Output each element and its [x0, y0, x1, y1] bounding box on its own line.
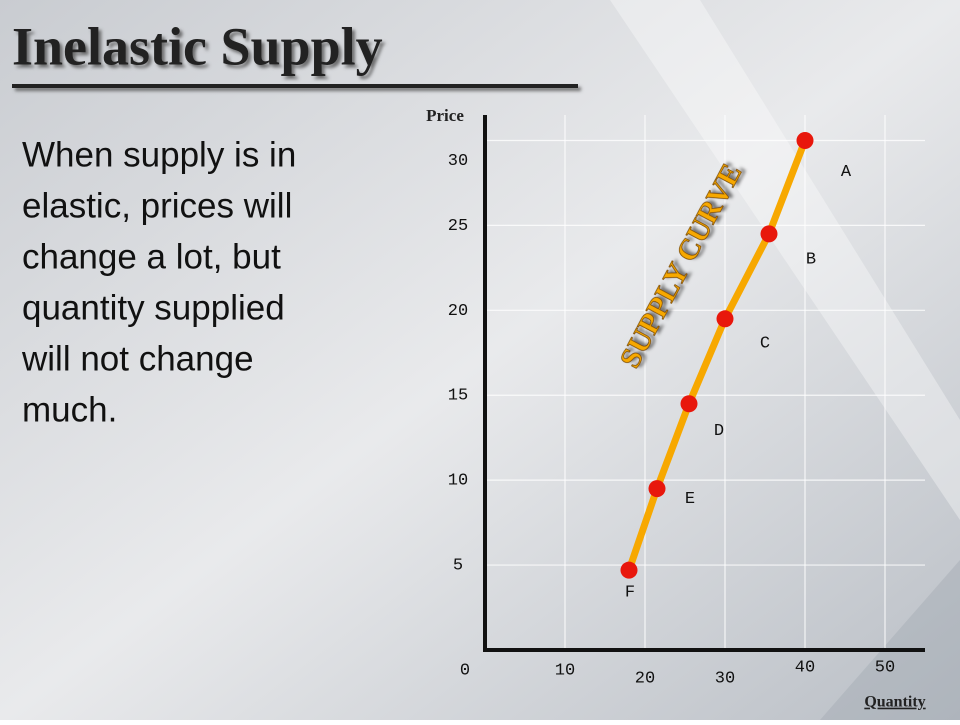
title: Inelastic Supply: [12, 16, 383, 76]
point: [620, 561, 638, 579]
title-group: Inelastic Supply: [12, 16, 578, 88]
x-tick-label: 20: [635, 669, 655, 688]
point-label: C: [760, 334, 770, 353]
x-tick-label: 50: [875, 658, 895, 677]
point: [760, 225, 778, 243]
point: [680, 395, 698, 413]
body-line: will not change: [21, 339, 254, 378]
body-line: change a lot, but: [22, 237, 281, 276]
point-label: B: [806, 250, 816, 269]
body-text: When supply is in elastic, prices will cha…: [21, 135, 296, 429]
y-tick-label: 5: [453, 557, 463, 576]
y-tick-label: 15: [448, 387, 468, 406]
x-axis-label: Quantity: [864, 694, 925, 711]
point-label: A: [841, 163, 852, 182]
x-tick-label: 30: [715, 669, 735, 688]
decor-band: [820, 560, 960, 720]
x-tick-label: 40: [795, 658, 815, 677]
point-label: D: [714, 422, 724, 441]
y-axis-label: Price: [426, 106, 464, 125]
body-line: quantity supplied: [22, 288, 285, 327]
body-line: much.: [22, 390, 117, 429]
y-tick-label: 25: [448, 217, 468, 236]
point: [648, 480, 666, 498]
y-tick-label: 30: [448, 152, 468, 171]
point: [796, 131, 814, 149]
point-label: E: [685, 490, 695, 509]
decor-band: [610, 0, 960, 520]
y-tick-label: 20: [448, 302, 468, 321]
body-line: elastic, prices will: [22, 186, 292, 225]
y-tick-label: 10: [448, 472, 468, 491]
supply-line: [625, 139, 809, 572]
x-tick-label: 10: [555, 661, 575, 680]
point: [716, 310, 734, 328]
body-line: When supply is in: [22, 135, 296, 174]
x-tick-label: 0: [460, 661, 470, 680]
point-label: F: [625, 584, 635, 603]
